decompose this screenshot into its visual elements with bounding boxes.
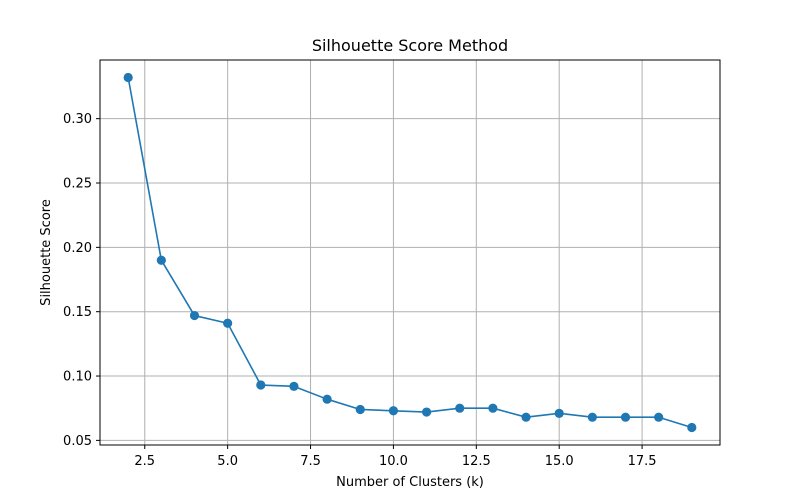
y-axis-label: Silhouette Score	[39, 199, 54, 306]
y-tick-label: 0.10	[63, 370, 92, 385]
data-point	[189, 310, 200, 321]
series-layer	[123, 72, 697, 433]
data-point	[223, 318, 233, 328]
x-ticks: 2.5 5.0 7.5 10.0 12.5 15.0 17.5	[134, 445, 657, 469]
plot-frame	[99, 59, 721, 446]
data-point	[654, 412, 664, 422]
data-point	[554, 408, 564, 418]
data-point	[355, 404, 365, 415]
y-tick-label: 0.30	[63, 112, 92, 127]
y-tick-label: 0.15	[63, 305, 92, 320]
x-tick-label: 5.0	[217, 454, 238, 469]
chart-title: Silhouette Score Method	[312, 36, 508, 55]
x-tick-label: 7.5	[300, 454, 321, 469]
x-tick-label: 17.5	[628, 454, 657, 469]
data-point	[388, 406, 399, 416]
series-line	[127, 77, 693, 429]
data-point	[123, 72, 133, 83]
data-point	[289, 381, 299, 391]
data-point	[620, 412, 631, 422]
data-point	[322, 394, 332, 404]
x-tick-label: 10.0	[379, 454, 408, 469]
x-tick-label: 2.5	[134, 454, 155, 469]
grid-lines	[100, 60, 720, 445]
x-tick-label: 15.0	[545, 454, 574, 469]
data-point	[687, 422, 697, 433]
x-tick-label: 12.5	[462, 454, 491, 469]
data-point	[256, 380, 266, 390]
y-tick-label: 0.20	[63, 241, 92, 256]
y-ticks: 0.05 0.10 0.15 0.20 0.25 0.30	[63, 112, 100, 449]
y-tick-label: 0.25	[63, 177, 92, 192]
data-point	[156, 255, 166, 265]
y-tick-label: 0.05	[63, 434, 92, 449]
data-point	[587, 412, 597, 422]
data-point	[521, 412, 531, 422]
data-point	[421, 407, 432, 417]
data-point	[455, 403, 465, 413]
x-axis-label: Number of Clusters (k)	[336, 475, 484, 490]
data-point	[488, 403, 498, 413]
